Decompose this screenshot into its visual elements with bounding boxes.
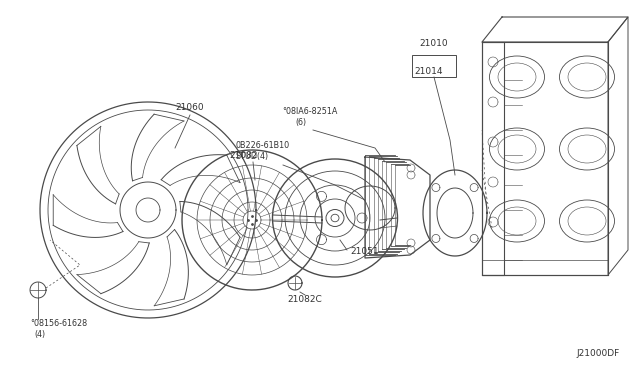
Text: 21051: 21051 [350,247,379,257]
Text: J21000DF: J21000DF [577,349,620,358]
Text: STUD(4): STUD(4) [235,151,268,160]
Bar [412,55,456,77]
Text: 21010: 21010 [420,39,448,48]
Text: 21082C: 21082C [287,295,323,305]
Text: °08156-61628: °08156-61628 [30,318,87,327]
Text: (6): (6) [295,119,306,128]
Text: (4): (4) [34,330,45,339]
Text: 21060: 21060 [176,103,204,112]
Text: 21014: 21014 [414,67,442,77]
Text: °08IA6-8251A: °08IA6-8251A [282,108,337,116]
Text: 0B226-61B10: 0B226-61B10 [235,141,289,150]
Text: 21082: 21082 [230,151,259,160]
